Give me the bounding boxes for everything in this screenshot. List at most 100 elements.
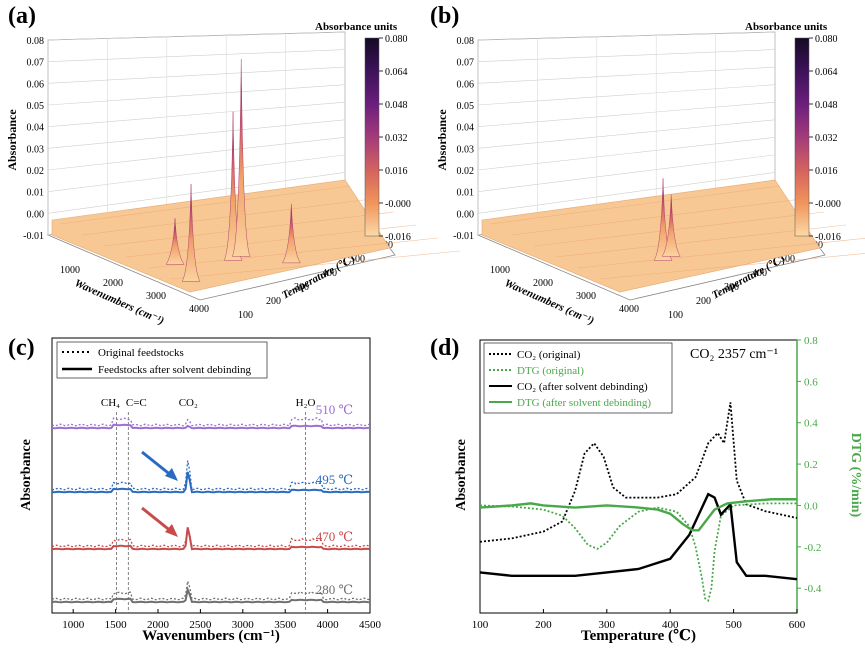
grid-line — [477, 119, 776, 149]
y-tick-label: 500 — [350, 254, 365, 265]
surface-base — [51, 179, 391, 293]
colorbar-tick-label: 0.064 — [815, 67, 838, 78]
z-tick-label: -0.01 — [23, 231, 44, 242]
grid-line — [47, 49, 346, 62]
z-tick-label: 0.03 — [457, 144, 475, 155]
surface-base — [481, 179, 821, 293]
z-axis-title: Absorbance — [5, 109, 19, 171]
z-tick-label: 0.04 — [27, 123, 45, 134]
y-axis-title: Absorbance — [454, 439, 469, 511]
legend-label: DTG (after solvent debinding) — [517, 397, 651, 409]
series-line — [479, 492, 798, 581]
y2-tick-label: 0.8 — [804, 335, 818, 347]
temperature-label: 510 ℃ — [316, 402, 353, 417]
x-tick-label: 400 — [662, 619, 679, 631]
x-tick-label: 3000 — [146, 291, 166, 302]
z-tick-label: 0.08 — [27, 36, 45, 47]
plot-frame — [51, 337, 371, 614]
arrow-head-470 — [165, 524, 178, 537]
y2-tick-label: 0.0 — [804, 500, 818, 512]
colorbar-tick-label: 0.048 — [385, 100, 408, 111]
legend-box — [56, 341, 268, 379]
series-line — [479, 502, 797, 603]
z-tick-label: 0.06 — [457, 79, 475, 90]
temperature-label: 470 ℃ — [316, 529, 353, 544]
colorbar-tick-label: 0.064 — [385, 67, 408, 78]
surface-peak — [281, 203, 301, 264]
colorbar-tick-label: -0.000 — [385, 199, 411, 210]
y2-tick-label: -0.2 — [804, 542, 821, 554]
x-tick-label: 3000 — [232, 619, 255, 631]
grid-line — [47, 119, 346, 149]
grid-line — [47, 84, 346, 106]
x-tick-label: 2000 — [147, 619, 170, 631]
surface-peak — [181, 183, 201, 282]
x-tick-label: 4000 — [619, 304, 639, 315]
legend-box — [483, 342, 673, 414]
grid-line — [47, 137, 346, 171]
colorbar-tick-label: 0.032 — [385, 133, 408, 144]
x-tick-label: 100 — [472, 619, 489, 631]
legend-label: CO₂ (after solvent debinding) — [517, 381, 648, 393]
colorbar-tick-label: 0.080 — [385, 34, 408, 45]
z-tick-label: -0.01 — [453, 231, 474, 242]
colorbar — [364, 37, 380, 237]
grid-line — [47, 172, 346, 214]
grid-line — [477, 49, 776, 62]
z-tick-label: 0.06 — [27, 79, 45, 90]
spectrum-original — [51, 581, 371, 601]
spectrum-debinded — [51, 586, 371, 604]
surface-peak — [165, 218, 185, 265]
x-tick-label: 1000 — [490, 265, 510, 276]
arrow-head-495 — [165, 468, 178, 481]
x-tick-label: 1500 — [105, 619, 128, 631]
x-tick-label: 3000 — [576, 291, 596, 302]
surface-ridge — [59, 185, 351, 225]
x-tick-label: 300 — [599, 619, 616, 631]
x-tick-label: 600 — [789, 619, 806, 631]
spectrum-debinded — [51, 471, 371, 494]
legend-label: Original feedstocks — [98, 347, 184, 359]
series-line — [479, 402, 798, 543]
grid-line — [477, 84, 776, 106]
y-tick-label: 500 — [780, 254, 795, 265]
panel-label: (d) — [430, 335, 459, 361]
surface-ridge — [81, 198, 373, 236]
y-tick-label: 200 — [696, 296, 711, 307]
arrow-495 — [141, 450, 173, 478]
grid-line — [47, 154, 346, 192]
y-axis-title: Absorbance — [19, 439, 34, 511]
surface-ridge — [169, 250, 461, 280]
panel-3d-a: 0.08 0.07 0.06 0.05 0.04 0.03 0.02 0.01 0.00 -0.0… — [5, 21, 461, 327]
band-label: C=C — [126, 397, 147, 409]
x-tick-label: 4000 — [317, 619, 340, 631]
x-tick-label: 2500 — [189, 619, 212, 631]
z-tick-label: 0.08 — [457, 36, 475, 47]
grid-line — [477, 66, 776, 84]
x-tick-label: 4000 — [189, 304, 209, 315]
legend-label: DTG (original) — [517, 365, 584, 377]
colorbar-tick-label: -0.016 — [385, 232, 411, 243]
temperature-label: 495 ℃ — [316, 472, 353, 487]
x-tick-label: 2000 — [533, 278, 553, 289]
x-tick-label: 1000 — [60, 265, 80, 276]
colorbar-tick-label: 0.048 — [815, 100, 838, 111]
colorbar — [794, 37, 810, 237]
panel-label: (c) — [8, 335, 35, 361]
z-tick-label: 0.05 — [27, 101, 45, 112]
grid-line — [477, 101, 776, 127]
colorbar-tick-label: 0.080 — [815, 34, 838, 45]
z-axis-title: Absorbance — [435, 109, 449, 171]
z-tick-label: 0.01 — [457, 188, 475, 199]
colorbar-tick-label: -0.016 — [815, 232, 841, 243]
z-tick-label: 0.02 — [457, 166, 475, 177]
band-label: CH₄ — [101, 397, 120, 409]
colorbar-title: Absorbance units — [745, 21, 828, 33]
y2-tick-label: -0.4 — [804, 583, 822, 595]
y2-tick-label: 0.4 — [804, 418, 818, 430]
spectrum-debinded — [51, 527, 371, 551]
colorbar-tick-label: -0.000 — [815, 199, 841, 210]
grid-line — [47, 66, 346, 84]
y-tick-label: 400 — [322, 268, 337, 279]
